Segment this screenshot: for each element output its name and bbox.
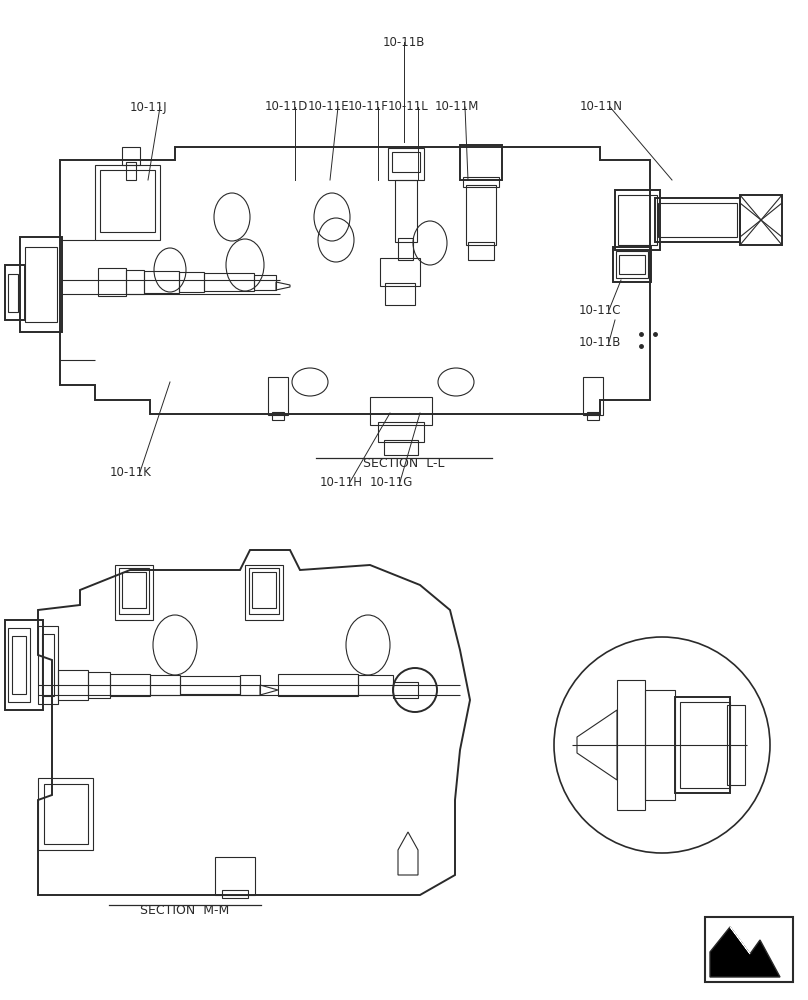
Bar (98, 268, 126, 296)
Bar (38, 778, 93, 850)
Bar (150, 675, 180, 695)
Bar (252, 572, 276, 608)
Bar (619, 255, 645, 274)
Bar (385, 283, 415, 305)
Bar (5, 265, 25, 320)
Bar (393, 682, 418, 698)
Polygon shape (710, 927, 780, 977)
Bar (615, 190, 660, 250)
Bar (460, 145, 502, 180)
Text: 10-11N: 10-11N (580, 101, 623, 113)
Bar (38, 626, 58, 704)
Bar (20, 237, 62, 332)
Bar (675, 697, 730, 793)
Bar (215, 857, 255, 895)
Bar (25, 247, 57, 322)
Bar (380, 258, 420, 286)
Bar (468, 242, 494, 260)
Bar (8, 628, 30, 702)
Bar (110, 674, 150, 696)
Text: 10-11H: 10-11H (320, 476, 363, 488)
Text: SECTION  L-L: SECTION L-L (364, 457, 444, 470)
Bar (378, 422, 424, 442)
Bar (119, 568, 149, 614)
Text: 10-11C: 10-11C (579, 304, 621, 316)
Bar (100, 170, 155, 232)
Bar (126, 270, 144, 294)
Bar (58, 670, 88, 700)
Bar (5, 620, 43, 710)
Bar (278, 674, 358, 696)
Text: 10-11M: 10-11M (435, 101, 479, 113)
Text: 10-11E: 10-11E (308, 101, 350, 113)
Bar (122, 572, 146, 608)
Bar (463, 177, 499, 187)
Bar (272, 412, 284, 420)
Text: 10-11L: 10-11L (388, 101, 429, 113)
Bar (254, 275, 276, 290)
Bar (384, 440, 418, 455)
Bar (268, 377, 288, 415)
Bar (466, 185, 496, 245)
Bar (44, 784, 88, 844)
Bar (616, 251, 648, 278)
Text: 10-11F: 10-11F (348, 101, 389, 113)
Text: 10-11K: 10-11K (110, 466, 152, 479)
Bar (144, 271, 179, 293)
Bar (680, 702, 730, 788)
Bar (222, 890, 248, 898)
Polygon shape (730, 927, 750, 954)
Bar (180, 676, 240, 694)
Bar (740, 195, 782, 245)
Text: 10-11B: 10-11B (579, 336, 621, 349)
Bar (658, 203, 737, 237)
Bar (8, 274, 18, 312)
Bar (249, 568, 279, 614)
Bar (655, 198, 740, 242)
Bar (388, 148, 424, 180)
Bar (618, 195, 657, 245)
Bar (583, 377, 603, 415)
Bar (705, 917, 793, 982)
Text: 10-11D: 10-11D (265, 101, 309, 113)
Text: SECTION  M-M: SECTION M-M (141, 904, 229, 917)
Bar (395, 180, 417, 242)
Bar (617, 680, 645, 810)
Bar (370, 397, 432, 425)
Bar (115, 565, 153, 620)
Bar (122, 147, 140, 165)
Bar (358, 675, 393, 695)
Bar (88, 672, 110, 698)
Bar (245, 565, 283, 620)
Bar (204, 273, 254, 291)
Text: 10-11B: 10-11B (383, 35, 425, 48)
Bar (12, 636, 26, 694)
Bar (613, 247, 651, 282)
Bar (727, 705, 745, 785)
Bar (179, 272, 204, 292)
Bar (126, 162, 136, 180)
Bar (645, 690, 675, 800)
Bar (42, 634, 54, 696)
Bar (95, 165, 160, 240)
Text: 10-11J: 10-11J (130, 101, 167, 113)
Bar (240, 675, 260, 695)
Bar (398, 238, 413, 260)
Text: 10-11G: 10-11G (370, 476, 414, 488)
Bar (587, 412, 599, 420)
Bar (392, 152, 420, 172)
